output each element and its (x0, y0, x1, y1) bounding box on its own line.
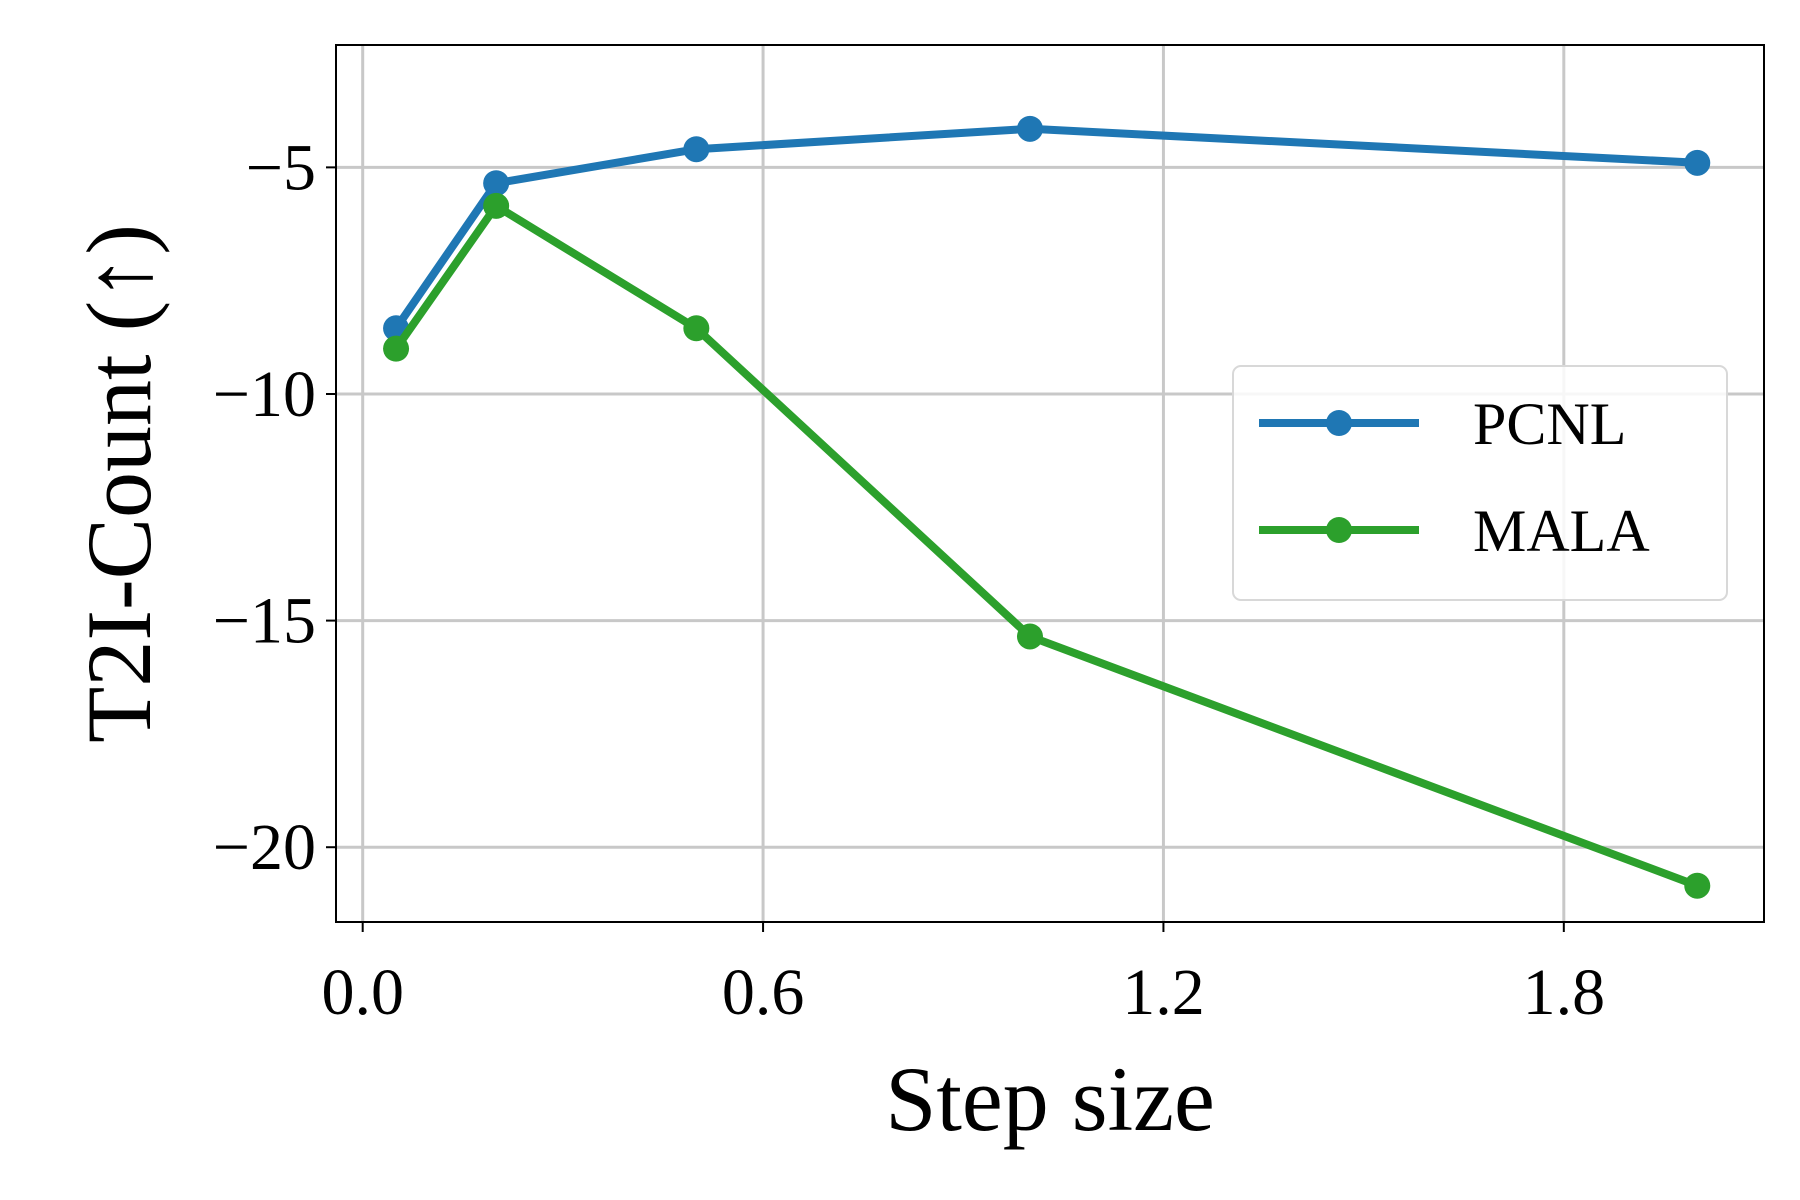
plot-frame (335, 44, 1765, 923)
x-axis-title: Step size (885, 1048, 1215, 1150)
legend-swatch-marker (1326, 517, 1352, 543)
data-point-pcnl (1684, 149, 1711, 176)
legend-label: PCNL (1473, 391, 1626, 457)
data-point-mala (1016, 623, 1043, 650)
data-point-mala (683, 315, 710, 342)
y-tick-label: −10 (213, 358, 316, 431)
data-point-mala (1684, 872, 1711, 899)
data-point-mala (383, 335, 410, 362)
legend-label: MALA (1473, 498, 1650, 564)
legend-swatch-marker (1326, 410, 1352, 436)
series-mala (383, 192, 1711, 899)
data-point-pcnl (683, 136, 710, 163)
y-tick-label: −5 (246, 131, 316, 204)
legend: PCNL MALA (1232, 365, 1728, 601)
x-tick-label: 0.6 (722, 956, 805, 1029)
x-tick-label: 0.0 (321, 956, 404, 1029)
data-point-pcnl (483, 170, 510, 197)
x-tick-label: 1.2 (1122, 956, 1205, 1029)
series-pcnl (383, 115, 1711, 342)
series-line-pcnl (392, 124, 1702, 333)
y-axis-title: T2I-Count (↑) (68, 224, 170, 743)
y-tick-label: −20 (213, 811, 316, 884)
axis-ticks: 0.0 0.6 1.2 1.8 −5 −10 −15 −20 (213, 131, 1605, 1029)
x-tick-label: 1.8 (1523, 956, 1606, 1029)
data-point-pcnl (1016, 115, 1043, 142)
y-tick-label: −15 (213, 585, 316, 658)
data-point-mala (483, 192, 510, 219)
plot-series (383, 115, 1711, 899)
